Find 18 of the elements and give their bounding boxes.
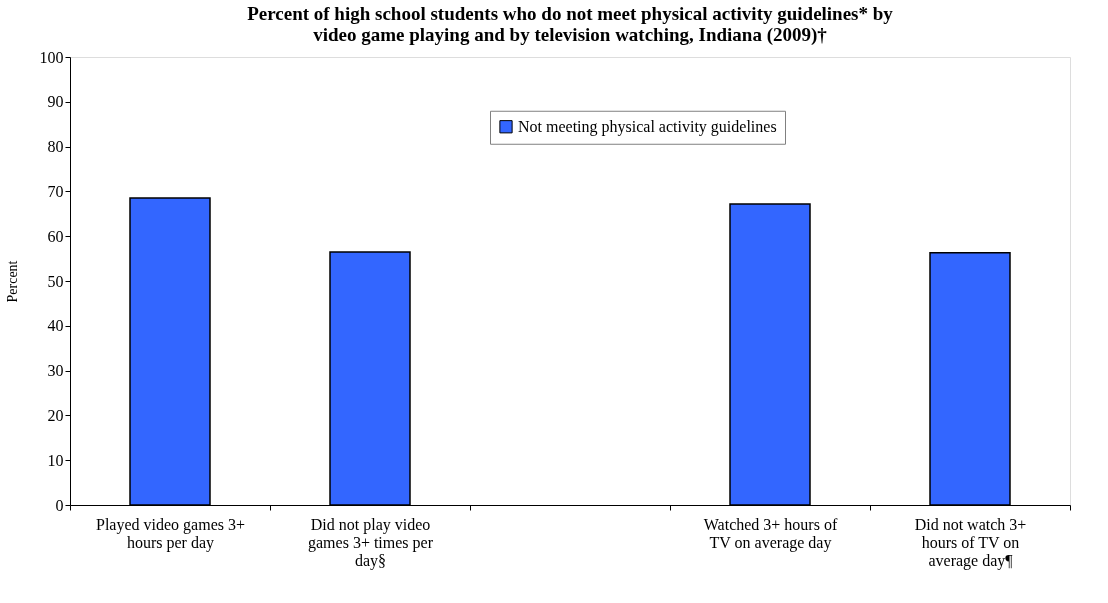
y-tick-label: 0: [55, 496, 64, 514]
y-tick-label: 40: [47, 317, 64, 335]
y-tick-label: 100: [39, 48, 64, 66]
x-tick-label: Did not play video games 3+ times per day§: [308, 515, 434, 570]
x-tick-label: Did not watch 3+ hours of TV on average day¶: [914, 515, 1027, 570]
x-tick-label: Played video games 3+ hours per day: [96, 515, 245, 552]
y-axis-title: Percent: [4, 260, 20, 303]
x-tick-label: Watched 3+ hours of TV on average day: [703, 515, 838, 552]
y-tick-label: 90: [47, 93, 64, 111]
y-tick-label: 50: [47, 272, 64, 290]
y-tick-label: 10: [47, 451, 64, 469]
y-tick-label: 60: [47, 227, 64, 245]
chart-title: Percent of high school students who do not meet physical activity guidelines* by video game playing and by television watching, Indiana (2009)†: [247, 3, 894, 46]
legend-label: Not meeting physical activity guidelines: [518, 117, 777, 136]
y-tick-label: 20: [47, 406, 64, 424]
y-tick-label: 70: [47, 182, 64, 200]
y-tick-label: 80: [47, 138, 64, 156]
y-tick-label: 30: [47, 362, 64, 380]
